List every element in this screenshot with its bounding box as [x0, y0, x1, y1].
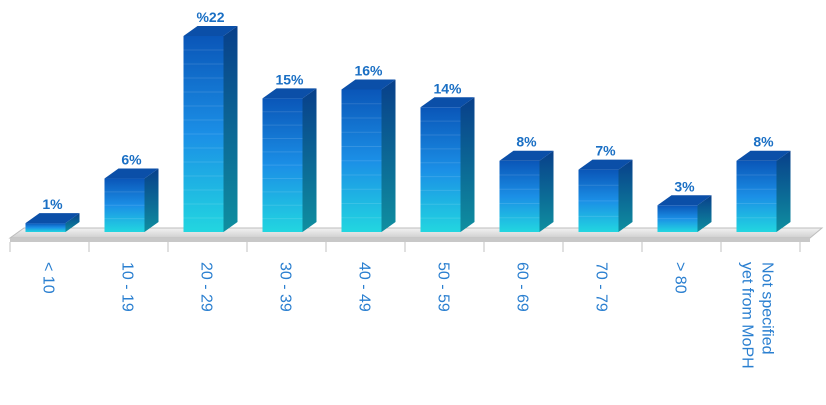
bar-top [420, 97, 475, 108]
data-label: 6% [121, 152, 142, 168]
bar-top [736, 150, 791, 161]
bar-front [420, 107, 461, 232]
bar [578, 159, 633, 232]
bar-front [183, 36, 224, 232]
category-label: 30 - 39 [277, 262, 294, 312]
bar [25, 213, 80, 232]
bar-front [657, 205, 698, 232]
floor-edge [10, 238, 810, 242]
bar-top [578, 159, 633, 170]
bar [420, 97, 475, 232]
bar-top [183, 26, 238, 36]
bar-front [578, 169, 619, 232]
bar-side [302, 88, 317, 232]
bar [736, 150, 791, 232]
data-label: 7% [595, 143, 616, 159]
bar-side [460, 97, 475, 232]
bar [183, 26, 238, 232]
bar [104, 168, 159, 232]
category-labels-group: < 10 10 - 19 20 - 29 30 - 39 40 - 49 50 - 59 6… [40, 262, 776, 369]
bar-front [736, 160, 777, 232]
bar-side [776, 150, 791, 232]
bar-side [65, 213, 80, 232]
bar-side [144, 168, 159, 232]
category-label: 10 - 19 [119, 262, 136, 312]
bar-front [262, 98, 303, 232]
data-label: 1% [42, 196, 63, 212]
bar-side [381, 79, 396, 232]
data-label: 14% [433, 80, 462, 96]
data-labels-group: 1% 6% %22 15% 16% 14% 8% 7% 3% 8% [42, 9, 774, 212]
bar [657, 195, 712, 232]
bar-side [223, 26, 238, 232]
bar-top [104, 168, 159, 179]
data-label: 16% [354, 62, 383, 78]
category-label: 40 - 49 [356, 262, 373, 312]
bar-top [341, 79, 396, 90]
category-label: 60 - 69 [514, 262, 531, 312]
bar-front [104, 178, 145, 232]
bar-front [341, 89, 382, 232]
bar-top [262, 88, 317, 99]
bars-group [25, 26, 791, 232]
bar-top [657, 195, 712, 206]
data-label: 15% [275, 71, 304, 87]
data-label: %22 [196, 9, 224, 25]
bar-front [25, 223, 66, 232]
category-label: > 80 [672, 262, 689, 294]
bar-front [499, 160, 540, 232]
bar-side [539, 150, 554, 232]
bar-top [25, 213, 80, 224]
category-label: Not specifiedyet from MoPH [739, 262, 776, 369]
bar-side [697, 195, 712, 232]
category-label: 20 - 29 [198, 262, 215, 312]
bar [262, 88, 317, 232]
data-label: 8% [753, 134, 774, 150]
bar [499, 150, 554, 232]
data-label: 3% [674, 178, 695, 194]
bar [341, 79, 396, 232]
category-label: 50 - 59 [435, 262, 452, 312]
bar-side [618, 159, 633, 232]
bar-top [499, 150, 554, 161]
data-label: 8% [516, 134, 537, 150]
category-label: < 10 [40, 262, 57, 294]
category-label: 70 - 79 [593, 262, 610, 312]
